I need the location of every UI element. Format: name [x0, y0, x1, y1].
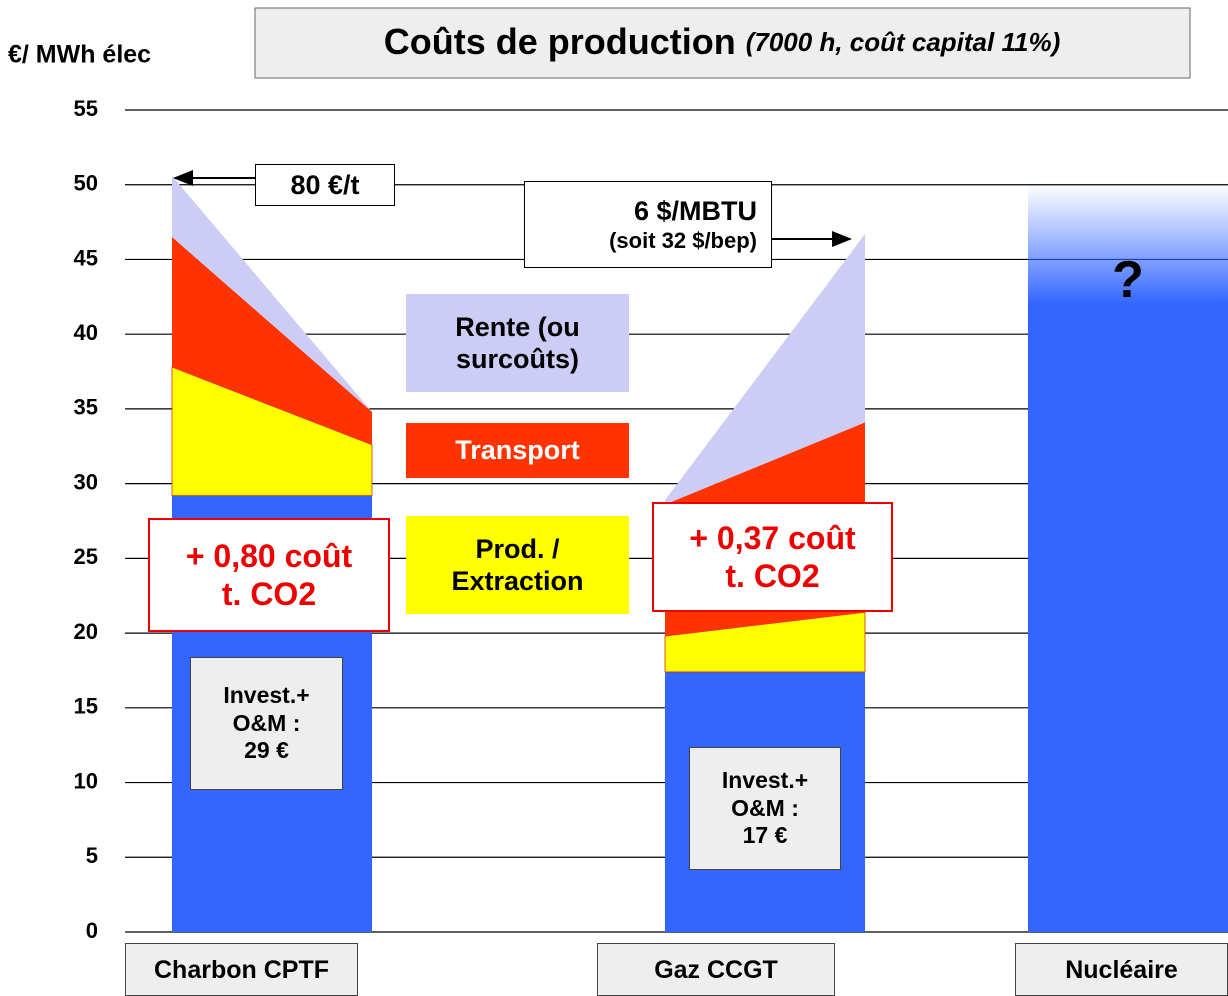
annotation-line: 29 € — [244, 737, 289, 764]
y-tick-label: 30 — [74, 469, 98, 494]
annotation: 80 €/t — [255, 164, 395, 206]
y-tick-label: 40 — [74, 320, 98, 345]
labels: 0 5 10 15 20 25 30 35 40 45 50 55 — [74, 96, 98, 943]
annotation: + 0,80 coût t. CO2 — [148, 518, 390, 632]
title-line: Coûts de production (7000 h, coût capital… — [384, 21, 1060, 62]
annotation: 6 $/MBTU (soit 32 $/bep) — [524, 181, 772, 268]
y-tick-label: 15 — [74, 694, 98, 719]
y-tick-label: 50 — [74, 171, 98, 196]
y-tick-label: 5 — [86, 843, 98, 868]
annotation: ? — [1078, 240, 1178, 320]
y-tick-label: 35 — [74, 395, 98, 420]
y-tick-label: 55 — [74, 96, 98, 121]
annotation-line: t. CO2 — [221, 576, 317, 612]
y-axis-label: €/ MWh élec — [8, 41, 151, 69]
annotation-line: O&M : — [731, 794, 799, 821]
annotation: + 0,37 coût t. CO2 — [652, 502, 893, 612]
annotation-line: 80 €/t — [290, 169, 360, 200]
legend-entry: Transport — [406, 423, 629, 478]
annotation-line: t. CO2 — [725, 558, 820, 594]
y-tick-label: 20 — [74, 619, 98, 644]
annotation-line: (soit 32 $/bep) — [609, 227, 757, 253]
bar-segment — [172, 175, 372, 412]
annotation-line: Invest.+ — [223, 682, 310, 709]
annotation-line: + 0,80 coût — [185, 537, 353, 574]
annotation-line: + 0,37 coût — [689, 519, 856, 556]
legend-entry: Rente (ou surcoûts) — [406, 294, 629, 392]
annotation: Invest.+ O&M :17 € — [689, 747, 841, 870]
chart-title: Coûts de production — [384, 21, 736, 62]
annotation-line: 6 $/MBTU — [633, 196, 757, 227]
annotation-line: Invest.+ — [721, 767, 809, 794]
x-tick-label: Charbon CPTF — [125, 943, 358, 996]
bar-segment — [172, 237, 372, 445]
bar — [1028, 184, 1228, 932]
title-box — [254, 7, 1191, 79]
legend-entry: Prod. / Extraction — [406, 516, 629, 614]
y-tick-label: 10 — [74, 768, 98, 793]
y-tick-label: 25 — [74, 544, 98, 569]
annotation: Invest.+ O&M :29 € — [190, 657, 343, 790]
annotation-line: 17 € — [742, 822, 788, 849]
x-tick-label: Gaz CCGT — [597, 943, 835, 996]
annotation-line: O&M : — [232, 709, 301, 736]
bar-segment — [665, 234, 865, 505]
annotation-line: ? — [1112, 250, 1144, 309]
chart-subtitle: (7000 h, coût capital 11%) — [746, 27, 1061, 57]
y-tick-label: 45 — [74, 245, 98, 270]
y-tick-label: 0 — [86, 918, 98, 943]
x-tick-label: Nucléaire — [1015, 943, 1228, 996]
